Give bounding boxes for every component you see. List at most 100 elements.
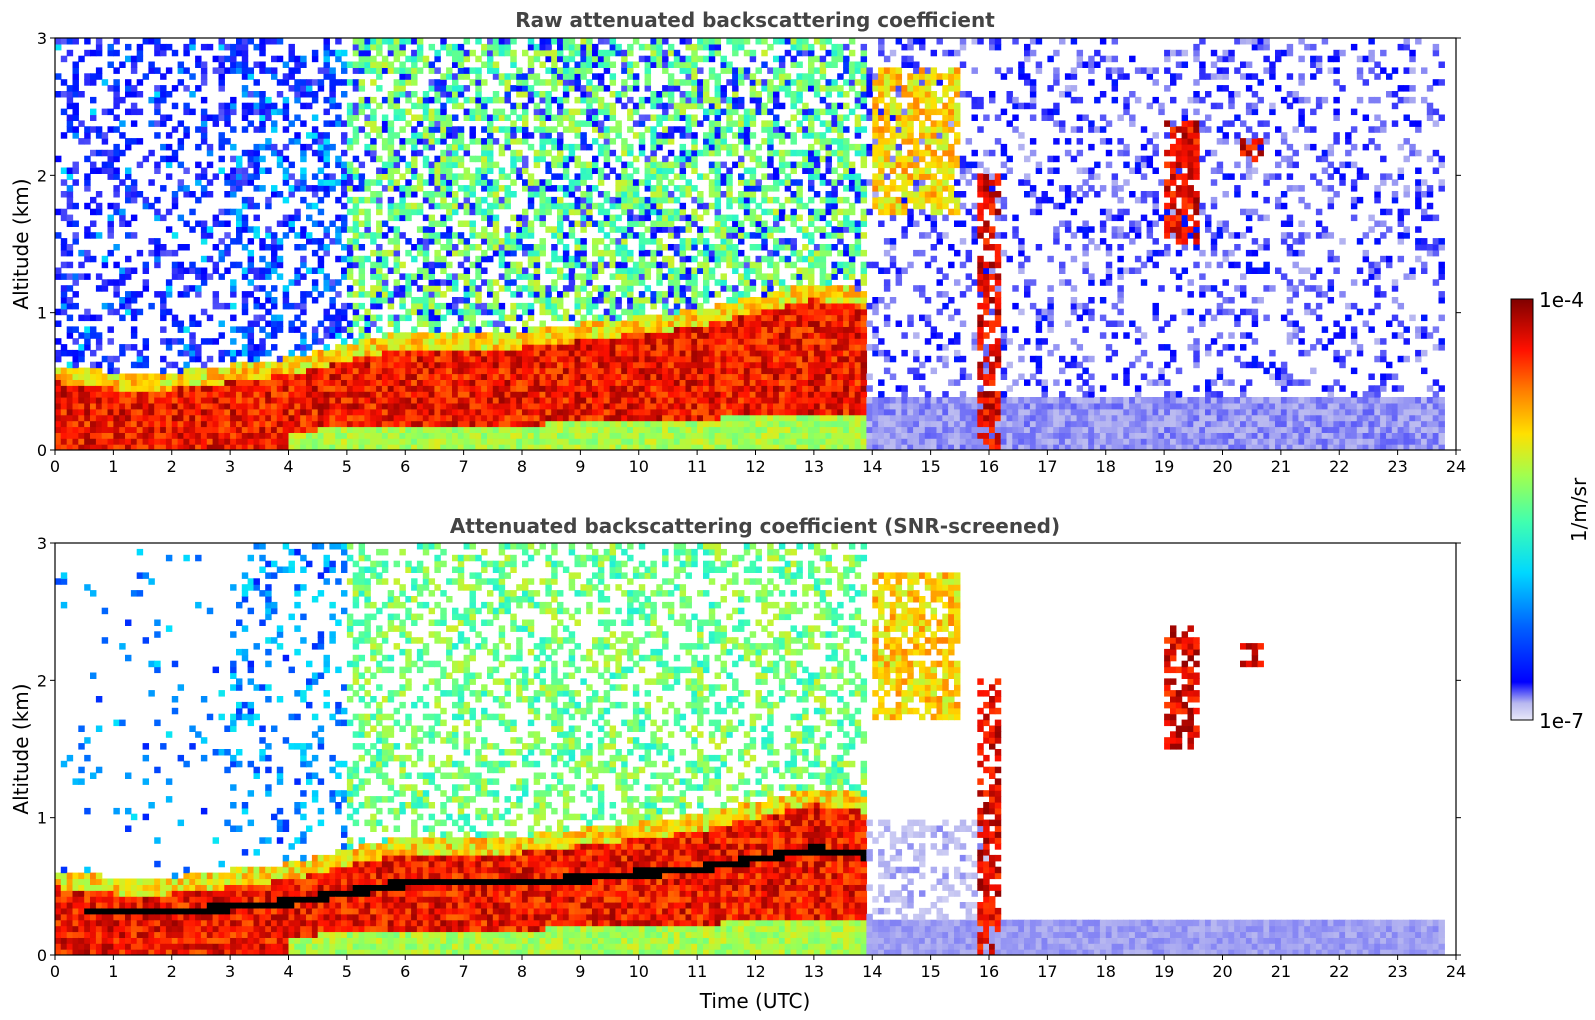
heatmap-cell: [72, 126, 79, 133]
heatmap-cell: [463, 279, 471, 286]
heatmap-cell: [358, 185, 366, 192]
heatmap-cell: [323, 67, 330, 74]
heatmap-cell: [416, 438, 424, 445]
heatmap-cell: [165, 391, 173, 398]
heatmap-cell: [364, 43, 371, 51]
heatmap-cell: [323, 373, 330, 380]
heatmap-cell: [539, 391, 546, 398]
heatmap-cell: [306, 185, 313, 192]
heatmap-cell: [562, 126, 570, 133]
heatmap-cell: [627, 285, 634, 292]
heatmap-cell: [101, 402, 109, 410]
heatmap-cell: [125, 55, 132, 63]
heatmap-cell: [621, 326, 628, 333]
heatmap-cell: [580, 120, 587, 127]
heatmap-cell: [656, 132, 663, 139]
heatmap-cell: [516, 302, 523, 310]
heatmap-cell: [463, 432, 471, 439]
heatmap-cell: [568, 349, 576, 357]
heatmap-cell: [498, 397, 506, 404]
heatmap-cell: [615, 326, 622, 333]
heatmap-cell: [66, 361, 74, 369]
heatmap-cell: [638, 349, 646, 357]
heatmap-cell: [416, 273, 424, 280]
heatmap-cell: [411, 397, 418, 404]
heatmap-cell: [592, 338, 599, 345]
heatmap-cell: [685, 361, 692, 369]
heatmap-cell: [416, 397, 424, 404]
heatmap-cell: [253, 202, 260, 210]
heatmap-cell: [253, 438, 260, 445]
heatmap-cell: [609, 249, 617, 257]
heatmap-cell: [95, 149, 103, 157]
heatmap-cell: [393, 38, 401, 45]
heatmap-cell: [230, 355, 237, 363]
heatmap-cell: [492, 191, 500, 198]
heatmap-cell: [364, 308, 371, 316]
heatmap-cell: [539, 132, 546, 139]
heatmap-cell: [522, 220, 529, 227]
heatmap-cell: [551, 67, 558, 74]
heatmap-cell: [60, 238, 68, 245]
heatmap-cell: [335, 397, 342, 404]
heatmap-cell: [212, 214, 220, 222]
heatmap-cell: [171, 267, 179, 274]
heatmap-cell: [638, 308, 646, 316]
heatmap-cell: [609, 196, 617, 204]
heatmap-cell: [574, 255, 581, 263]
heatmap-cell: [95, 332, 103, 339]
heatmap-cell: [510, 38, 517, 45]
heatmap-cell: [160, 408, 167, 416]
heatmap-cell: [55, 320, 62, 327]
heatmap-cell: [527, 67, 535, 74]
heatmap-cell: [533, 214, 541, 222]
heatmap-cell: [276, 414, 284, 422]
heatmap-cell: [189, 38, 196, 45]
heatmap-cell: [527, 202, 535, 210]
heatmap-cell: [697, 302, 704, 310]
heatmap-cell: [142, 402, 150, 410]
heatmap-cell: [650, 202, 657, 210]
heatmap-cell: [177, 244, 185, 251]
heatmap-cell: [545, 38, 552, 45]
heatmap-cell: [165, 414, 173, 422]
heatmap-cell: [574, 344, 581, 351]
heatmap-cell: [580, 220, 587, 227]
heatmap-cell: [492, 67, 500, 74]
heatmap-cell: [656, 426, 663, 433]
heatmap-cell: [411, 297, 418, 304]
heatmap-cell: [183, 85, 190, 92]
heatmap-cell: [568, 326, 576, 333]
heatmap-cell: [294, 96, 301, 104]
heatmap-cell: [481, 379, 488, 386]
heatmap-cell: [568, 191, 576, 198]
heatmap-cell: [393, 85, 401, 92]
heatmap-cell: [597, 49, 605, 57]
heatmap-cell: [212, 379, 220, 386]
heatmap-cell: [615, 179, 622, 186]
heatmap-cell: [685, 344, 692, 351]
heatmap-cell: [638, 138, 646, 145]
heatmap-cell: [119, 273, 126, 280]
heatmap-cell: [667, 349, 675, 357]
heatmap-cell: [428, 173, 436, 180]
heatmap-cell: [311, 173, 319, 180]
heatmap-cell: [241, 220, 249, 227]
heatmap-cell: [107, 379, 114, 386]
heatmap-cell: [300, 344, 307, 351]
heatmap-cell: [656, 173, 663, 180]
heatmap-cell: [574, 261, 581, 269]
heatmap-cell: [644, 67, 652, 74]
heatmap-cell: [200, 373, 208, 380]
heatmap-cell: [656, 196, 663, 204]
heatmap-cell: [218, 438, 225, 445]
heatmap-cell: [119, 391, 126, 398]
heatmap-cell: [568, 255, 576, 263]
heatmap-cell: [422, 444, 430, 450]
heatmap-cell: [679, 173, 687, 180]
heatmap-cell: [218, 426, 225, 433]
heatmap-cell: [457, 185, 465, 192]
heatmap-cell: [352, 138, 360, 145]
heatmap-cell: [627, 67, 634, 74]
heatmap-cell: [206, 426, 214, 433]
